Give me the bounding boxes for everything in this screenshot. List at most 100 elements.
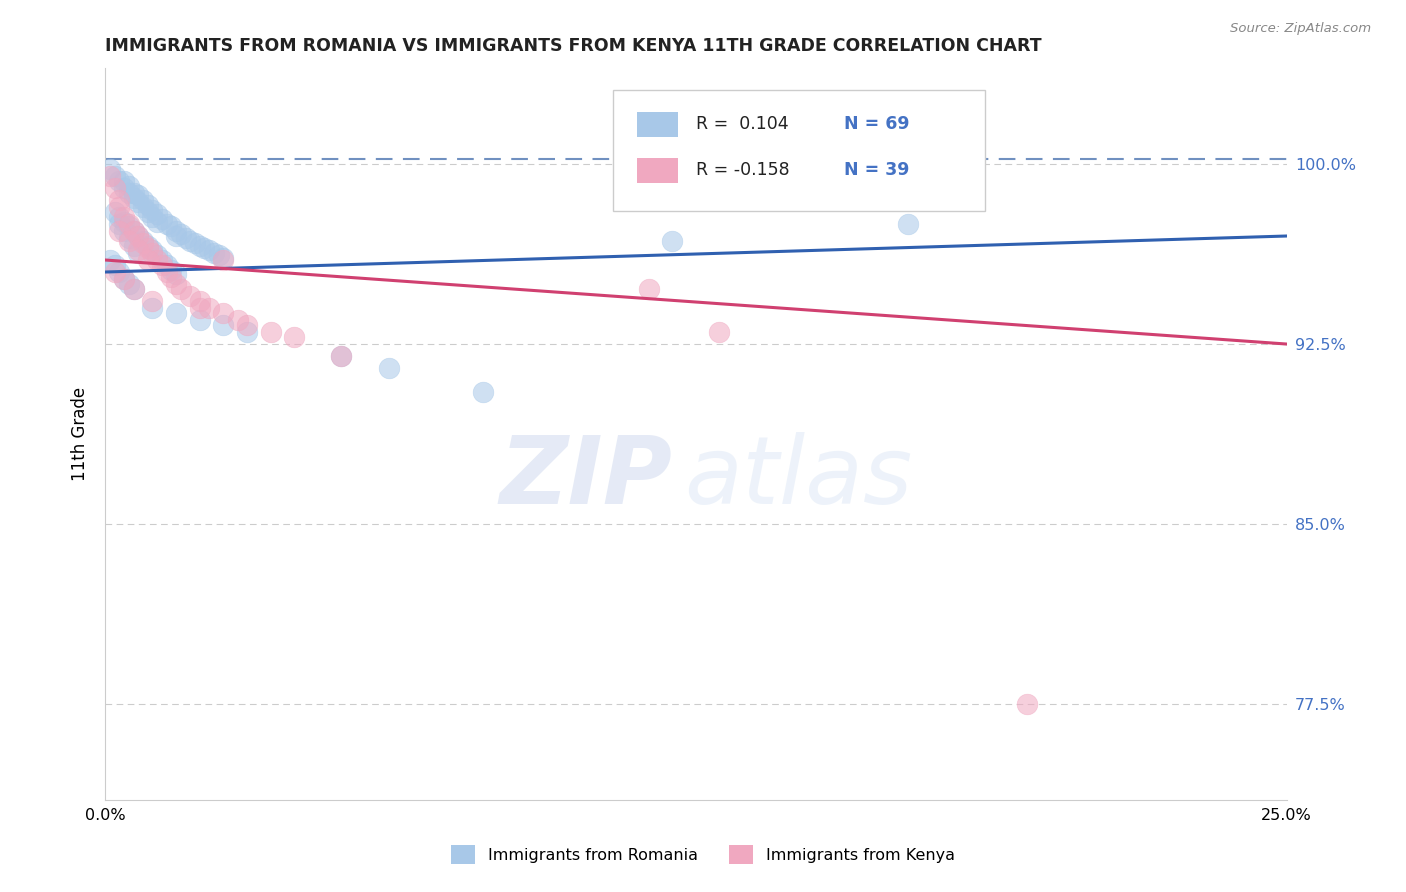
Point [108, 224, 131, 238]
Point [150, 252, 173, 267]
Point [212, 318, 235, 332]
Bar [637, 112, 678, 137]
Point [193, 241, 215, 255]
Point [236, 325, 259, 339]
Point [661, 234, 683, 248]
Point [377, 361, 399, 376]
Point [118, 186, 141, 200]
Point [179, 234, 201, 248]
Point [212, 251, 235, 265]
Point [132, 234, 155, 248]
Point [112, 181, 135, 195]
Point [108, 193, 131, 207]
Point [150, 212, 173, 227]
Point [184, 236, 207, 251]
Point [259, 325, 281, 339]
Point [160, 262, 183, 277]
Point [198, 244, 221, 258]
Point [118, 219, 141, 234]
Point [141, 244, 163, 258]
Point [146, 248, 169, 262]
Point [165, 268, 187, 282]
Point [136, 238, 159, 252]
Point [108, 200, 131, 214]
Point [127, 229, 149, 244]
Point [136, 252, 159, 267]
Point [174, 231, 197, 245]
Point [160, 269, 183, 284]
Point [207, 248, 229, 262]
Point [165, 306, 187, 320]
Point [160, 219, 183, 234]
Text: atlas: atlas [685, 433, 912, 524]
Point [108, 210, 131, 224]
Point [127, 195, 149, 210]
Point [132, 236, 155, 251]
Point [132, 200, 155, 214]
Point [108, 174, 131, 188]
Point [1015, 697, 1038, 711]
Point [118, 234, 141, 248]
Point [112, 272, 135, 286]
Point [330, 349, 353, 363]
Point [104, 258, 127, 272]
Point [118, 277, 141, 291]
Point [122, 224, 145, 238]
Point [141, 245, 163, 260]
Point [98, 169, 121, 183]
Point [637, 282, 659, 296]
Point [141, 301, 163, 315]
Point [897, 217, 920, 231]
Point [136, 241, 159, 255]
Point [104, 169, 127, 183]
Point [170, 227, 193, 241]
Point [122, 282, 145, 296]
Text: R = -0.158: R = -0.158 [696, 161, 790, 179]
Point [112, 272, 135, 286]
Text: R =  0.104: R = 0.104 [696, 115, 789, 133]
Point [212, 306, 235, 320]
Point [104, 205, 127, 219]
Point [118, 217, 141, 231]
Point [136, 198, 159, 212]
Point [188, 238, 211, 252]
Point [118, 178, 141, 193]
Point [188, 293, 211, 308]
Point [104, 265, 127, 279]
Point [141, 202, 163, 217]
Text: Source: ZipAtlas.com: Source: ZipAtlas.com [1230, 22, 1371, 36]
Y-axis label: 11th Grade: 11th Grade [72, 387, 89, 481]
Point [472, 385, 495, 400]
Point [165, 277, 187, 291]
Point [122, 186, 145, 200]
Point [112, 224, 135, 238]
Point [146, 207, 169, 221]
Point [104, 181, 127, 195]
Point [202, 245, 225, 260]
Point [156, 265, 179, 279]
Point [198, 301, 221, 315]
Point [127, 245, 149, 260]
Point [236, 318, 259, 332]
Legend: Immigrants from Romania, Immigrants from Kenya: Immigrants from Romania, Immigrants from… [444, 838, 962, 871]
FancyBboxPatch shape [613, 90, 986, 211]
Point [165, 229, 187, 244]
Point [156, 217, 179, 231]
Point [165, 224, 187, 238]
Point [122, 224, 145, 238]
Point [127, 188, 149, 202]
Point [141, 210, 163, 224]
Point [98, 252, 121, 267]
Point [156, 258, 179, 272]
Point [112, 174, 135, 188]
Point [330, 349, 353, 363]
Point [122, 238, 145, 252]
Point [112, 210, 135, 224]
Point [108, 265, 131, 279]
Point [283, 330, 305, 344]
Point [141, 293, 163, 308]
Point [112, 214, 135, 228]
Point [98, 161, 121, 176]
Point [132, 193, 155, 207]
Point [150, 258, 173, 272]
